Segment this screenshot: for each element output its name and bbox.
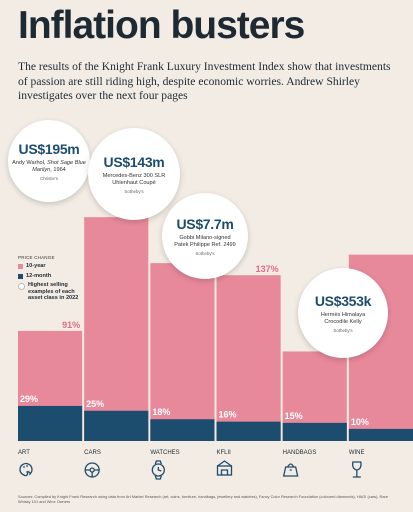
bar-ten-year-cars xyxy=(84,217,149,441)
category-label-handbags: HANDBAGS xyxy=(283,450,317,456)
label-ten-year-kflii: 137% xyxy=(256,264,279,274)
label-twelve-month-watches: 18% xyxy=(152,407,170,417)
bubble-item: Andy Warhol, Shot Sage Blue Marilyn, 196… xyxy=(12,160,86,173)
bar-twelve-month-cars xyxy=(84,410,149,441)
category-label-kflii: KFLII xyxy=(217,450,232,456)
bubble-price: US$353k xyxy=(314,293,372,309)
legend-twelve-month: 12-month xyxy=(18,273,86,280)
bubble-handbags: US$353k Hermès Himalaya Crocodile Kelly … xyxy=(298,268,388,358)
kfli-icon xyxy=(216,460,233,476)
bubble-source: Sotheby's xyxy=(195,251,215,256)
bar-twelve-month-wine xyxy=(348,428,413,441)
wine-glass-icon xyxy=(352,461,362,478)
category-label-wine: WINE xyxy=(349,450,365,456)
bubble-source: Sotheby's xyxy=(124,189,144,194)
label-twelve-month-wine: 10% xyxy=(351,417,369,427)
bar-twelve-month-art xyxy=(18,405,83,441)
bubble-cars: US$143m Mercedes-Benz 300 SLR Uhlenhaut … xyxy=(88,128,180,220)
legend-highest: Highest selling examples of each asset c… xyxy=(18,282,86,302)
bubble-item: Hermès Himalaya Crocodile Kelly xyxy=(320,312,366,325)
bubble-watches: US$7.7m Gobbi Milano-signed Patek Philip… xyxy=(162,193,248,279)
label-twelve-month-cars: 25% xyxy=(86,399,104,409)
steering-wheel-icon xyxy=(84,462,100,478)
legend-swatch-ten-year xyxy=(18,264,23,269)
bar-twelve-month-watches xyxy=(150,419,215,441)
bubble-source: Christie's xyxy=(40,176,58,181)
standfirst: The results of the Knight Frank Luxury I… xyxy=(18,60,391,102)
bubble-art: US$195m Andy Warhol, Shot Sage Blue Mari… xyxy=(8,120,90,202)
bubble-price: US$7.7m xyxy=(176,216,234,232)
bubble-price: US$195m xyxy=(18,141,80,157)
footer-sources: Sources: Compiled by Knight Frank Resear… xyxy=(18,494,388,504)
bar-ten-year-kflii xyxy=(216,275,281,441)
label-twelve-month-handbags: 15% xyxy=(285,411,303,421)
watch-icon xyxy=(151,460,165,480)
legend-ten-year: 10-year xyxy=(18,263,86,270)
label-twelve-month-kflii: 16% xyxy=(219,410,237,420)
category-label-art: ART xyxy=(18,450,30,456)
handbag-icon xyxy=(282,463,299,477)
bubble-item: Gobbi Milano-signed Patek Philippe Ref. … xyxy=(174,235,236,248)
bar-ten-year-watches xyxy=(150,263,215,441)
bar-twelve-month-kflii xyxy=(216,421,281,441)
legend-swatch-twelve-month xyxy=(18,273,23,279)
legend-swatch-highest xyxy=(18,283,25,291)
legend-title: PRICE CHANGE xyxy=(18,255,55,260)
label-ten-year-art: 91% xyxy=(62,320,80,330)
legend-label-ten-year: 10-year xyxy=(26,263,46,269)
legend: PRICE CHANGE 10-year 12-month Highest se… xyxy=(18,255,86,302)
bubble-price: US$143m xyxy=(103,154,165,170)
category-label-cars: CARS xyxy=(84,450,101,456)
legend-label-highest: Highest selling examples of each asset c… xyxy=(28,282,79,302)
category-label-watches: WATCHES xyxy=(150,450,179,456)
palette-icon xyxy=(19,462,33,477)
legend-label-twelve-month: 12-month xyxy=(26,272,52,279)
bar-twelve-month-handbags xyxy=(282,422,347,441)
headline: Inflation busters xyxy=(18,4,305,47)
bubble-source: Sotheby's xyxy=(333,328,353,333)
bubble-item: Mercedes-Benz 300 SLR Uhlenhaut Coupé xyxy=(102,173,166,186)
label-twelve-month-art: 29% xyxy=(20,394,38,404)
